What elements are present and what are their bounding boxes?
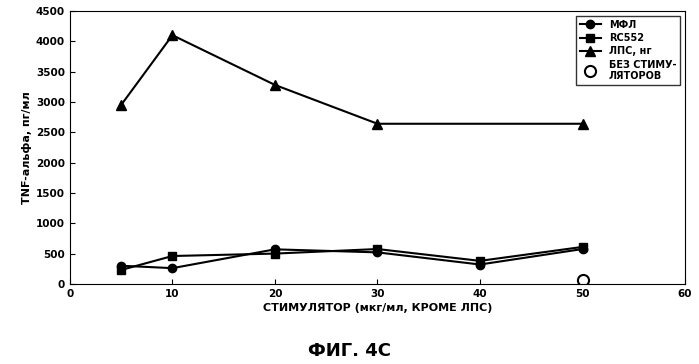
Y-axis label: TNF-альфа, пг/мл: TNF-альфа, пг/мл bbox=[22, 91, 31, 204]
МФЛ bbox=[476, 262, 484, 267]
МФЛ bbox=[117, 264, 125, 268]
ЛПС, нг bbox=[578, 122, 586, 126]
МФЛ bbox=[578, 247, 586, 251]
МФЛ bbox=[271, 247, 279, 252]
Text: ФИГ. 4С: ФИГ. 4С bbox=[308, 343, 391, 360]
ЛПС, нг bbox=[117, 103, 125, 107]
ЛПС, нг bbox=[373, 122, 382, 126]
RC552 bbox=[271, 252, 279, 256]
RC552 bbox=[117, 268, 125, 272]
X-axis label: СТИМУЛЯТОР (мкг/мл, КРОМЕ ЛПС): СТИМУЛЯТОР (мкг/мл, КРОМЕ ЛПС) bbox=[263, 303, 492, 313]
Line: МФЛ: МФЛ bbox=[117, 245, 586, 272]
ЛПС, нг bbox=[271, 83, 279, 87]
Legend: МФЛ, RC552, ЛПС, нг, БЕЗ СТИМУ-
ЛЯТОРОВ: МФЛ, RC552, ЛПС, нг, БЕЗ СТИМУ- ЛЯТОРОВ bbox=[576, 16, 680, 86]
RC552 bbox=[373, 247, 382, 251]
ЛПС, нг bbox=[168, 33, 177, 37]
МФЛ bbox=[168, 266, 177, 270]
Line: ЛПС, нг: ЛПС, нг bbox=[116, 30, 587, 128]
Line: RC552: RC552 bbox=[117, 243, 586, 274]
RC552 bbox=[168, 254, 177, 258]
RC552 bbox=[578, 245, 586, 249]
RC552 bbox=[476, 259, 484, 263]
МФЛ bbox=[373, 250, 382, 254]
